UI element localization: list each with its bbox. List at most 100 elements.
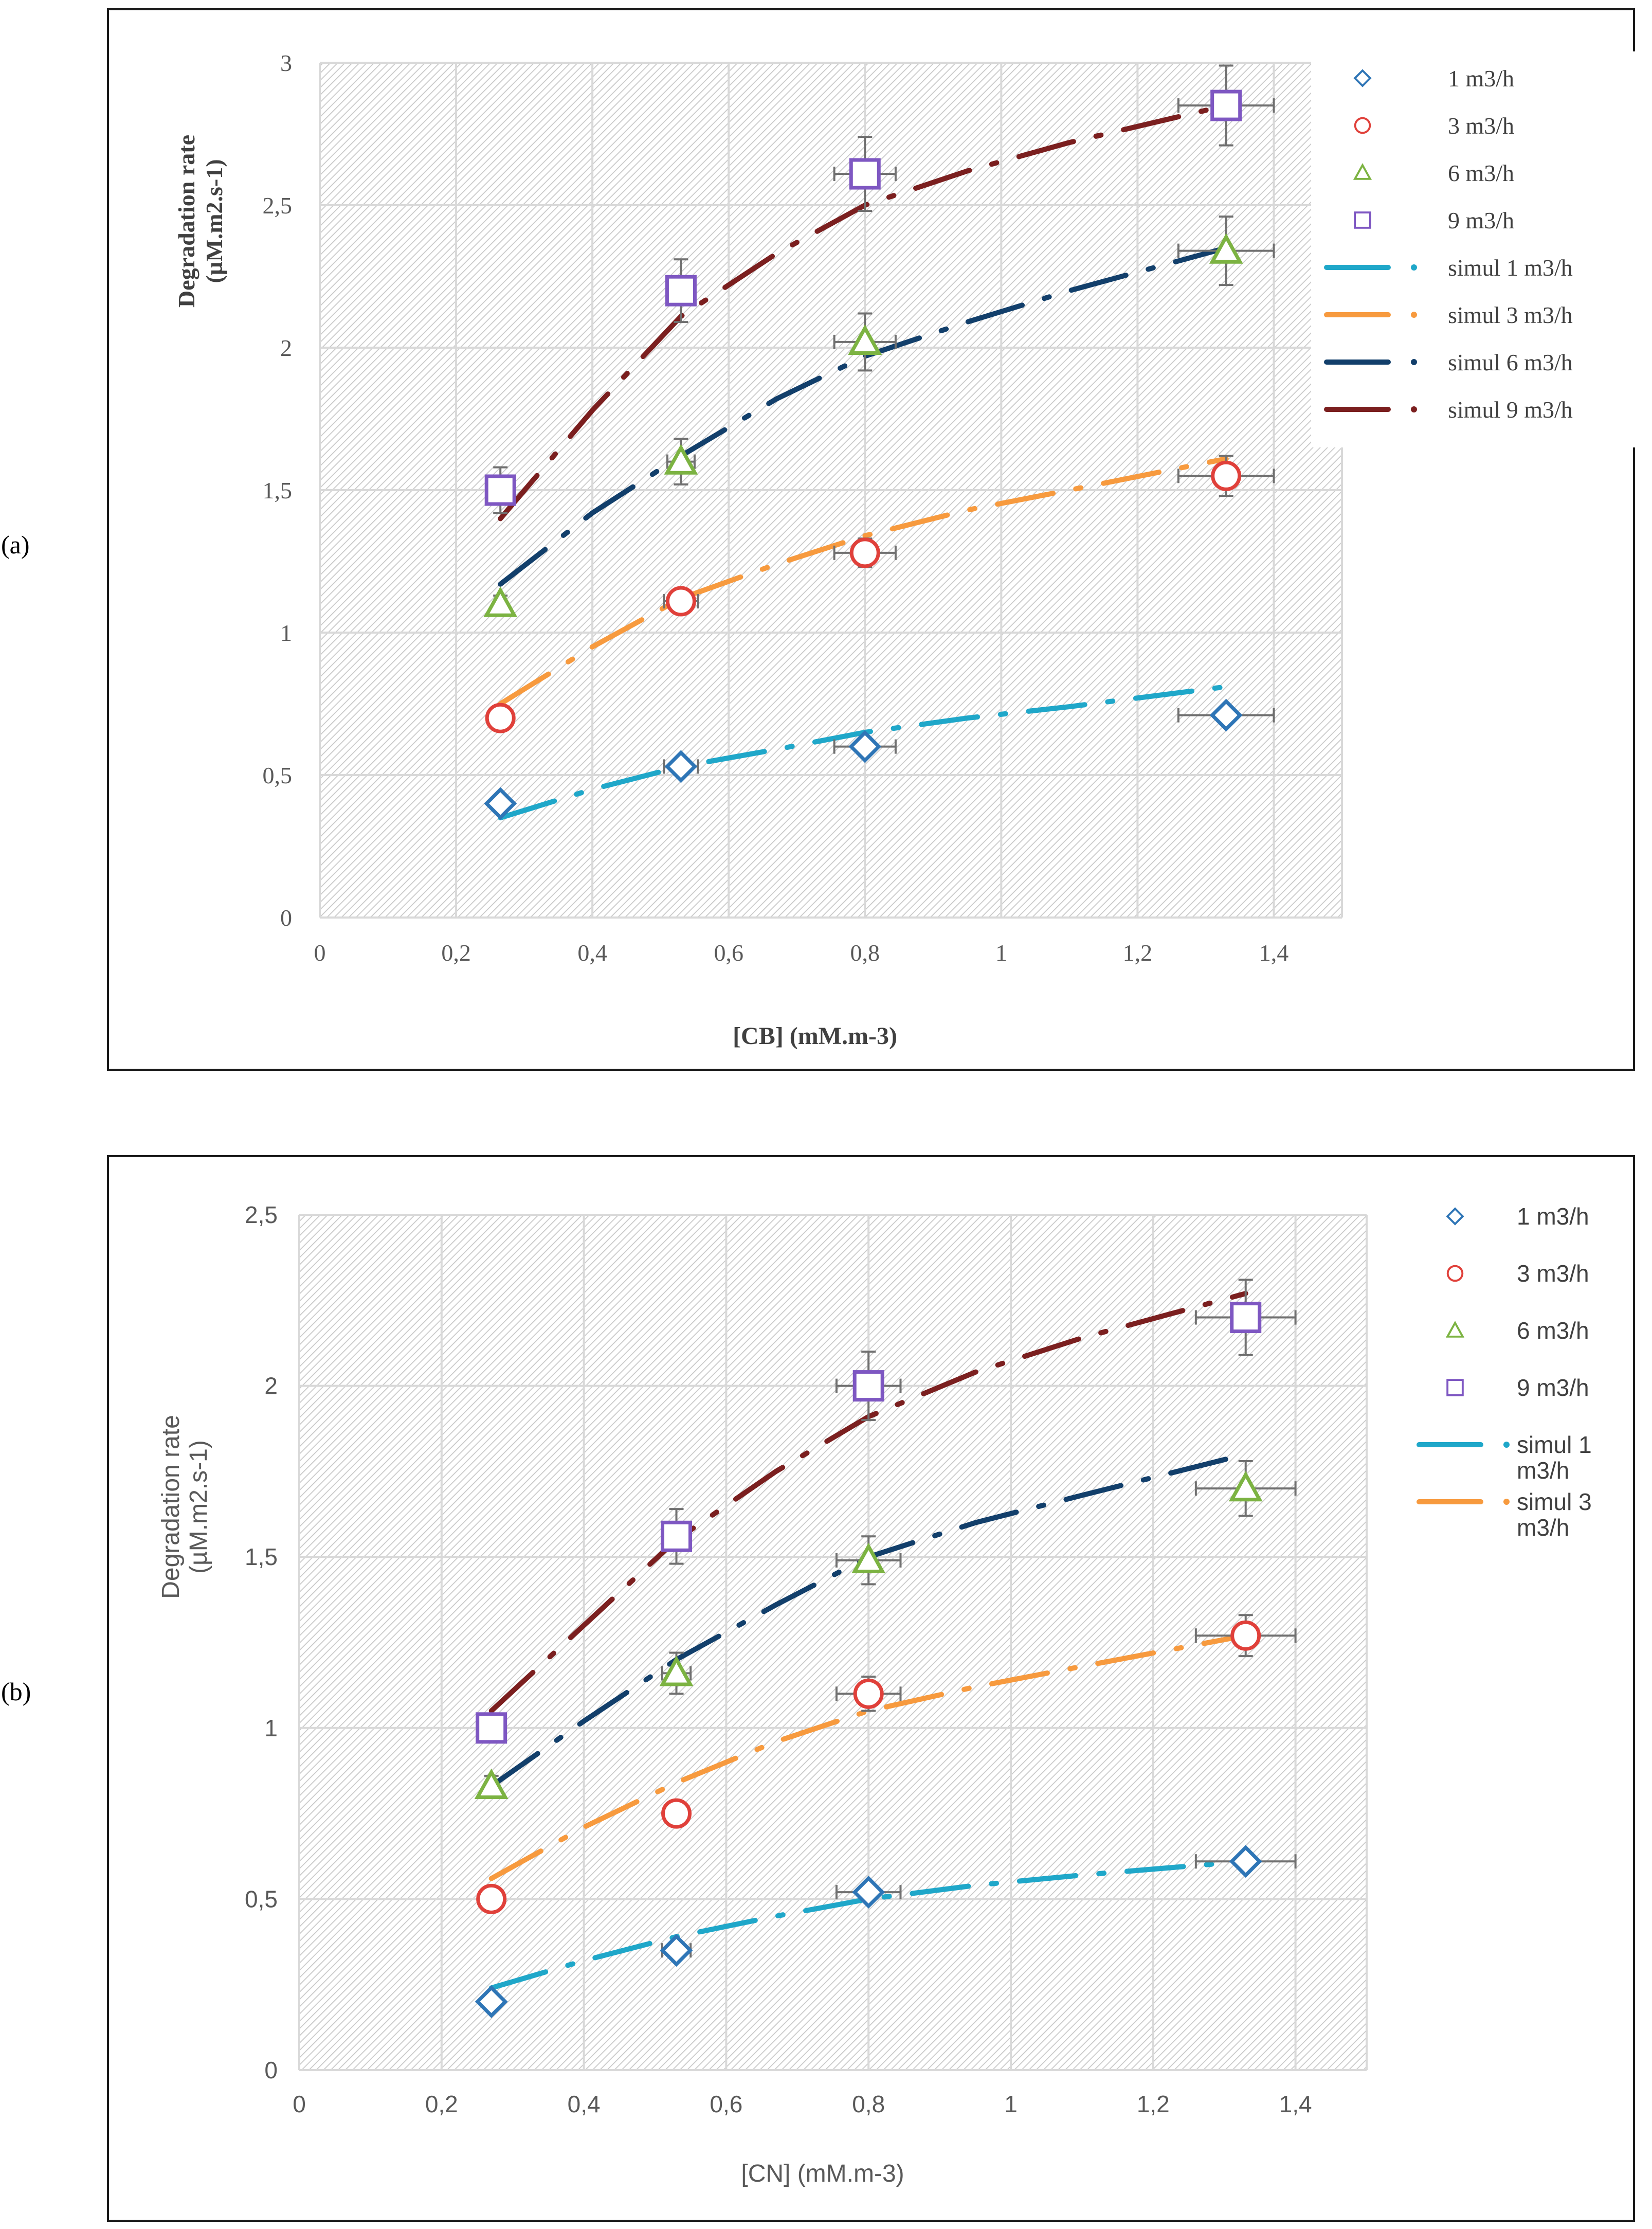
chart-a-point-3-m3-h	[665, 586, 696, 617]
chart-b-legend-label-9-m3-h: 9 m3/h	[1517, 1374, 1589, 1401]
chart-b-legend-marker-9-m3-h	[1446, 1379, 1464, 1396]
chart-a-series-line-simul-9-m3-h	[498, 103, 1229, 522]
chart-a-legend-label-simul-9-m3-h: simul 9 m3/h	[1448, 397, 1573, 423]
chart-a-series-line-simul-3-m3-h	[498, 456, 1229, 707]
chart-b-legend-label-3-m3-h: 3 m3/h	[1517, 1260, 1589, 1287]
chart-a-legend-marker-6-m3-h	[1353, 163, 1372, 180]
chart-a-legend-label-6-m3-h: 6 m3/h	[1448, 160, 1514, 186]
chart-b-point-6-m3-h	[474, 1768, 509, 1799]
chart-a-legend-label-3-m3-h: 3 m3/h	[1448, 113, 1514, 139]
chart-a-point-6-m3-h	[848, 324, 882, 355]
chart-b-legend-label-simul-1-m3-h: m3/h	[1517, 1457, 1569, 1484]
chart-b-xtick-label: 0,8	[852, 2091, 885, 2117]
chart-a: 0 0,2 0,4 0,6 0,8 1 1,2 1,4 0 0,5 1 1,5 2 2,5 3 Degrad…	[107, 8, 1640, 1071]
chart-a-point-9-m3-h	[665, 275, 697, 307]
chart-a-legend-label-1-m3-h: 1 m3/h	[1448, 65, 1514, 92]
chart-a-ytick-label: 0	[280, 905, 292, 931]
chart-b-legend-label-6-m3-h: 6 m3/h	[1517, 1317, 1589, 1344]
chart-b: 0 0,2 0,4 0,6 0,8 1 1,2 1,4 0 0,5 1 1,5 2 2,5 Degrada…	[107, 1155, 1635, 2222]
chart-a-point-1-m3-h	[1209, 698, 1243, 732]
chart-a-series-line-simul-1-m3-h	[498, 684, 1229, 821]
chart-b-point-6-m3-h	[659, 1656, 694, 1686]
chart-b-legend-marker-6-m3-h	[1445, 1321, 1465, 1338]
chart-a-legend-dot-simul-1-m3-h	[1411, 264, 1417, 271]
chart-b-point-1-m3-h	[660, 1934, 693, 1967]
chart-a-point-6-m3-h	[1209, 233, 1243, 264]
chart-a-point-9-m3-h	[484, 474, 516, 506]
chart-b-ylabel-line1: Degradation rate	[157, 1415, 185, 1599]
chart-a-ytick-label: 1	[280, 620, 292, 646]
chart-b-point-6-m3-h	[851, 1542, 886, 1573]
chart-b-point-9-m3-h	[852, 1370, 884, 1402]
chart-a-ytick-label: 3	[280, 50, 292, 76]
chart-b-legend-marker-1-m3-h	[1446, 1207, 1464, 1226]
chart-b-legend-label-simul-3-m3-h: m3/h	[1517, 1514, 1569, 1541]
chart-b-point-9-m3-h	[476, 1712, 507, 1744]
chart-a-ytick-label: 2,5	[263, 192, 293, 219]
chart-a-legend-marker-3-m3-h	[1354, 117, 1371, 134]
chart-b-ytick-label: 2,5	[245, 1201, 278, 1228]
chart-b-series-line-simul-6-m3-h	[488, 1451, 1248, 1789]
chart-b-point-3-m3-h	[1230, 1620, 1261, 1651]
chart-a-xtick-label: 1,4	[1259, 940, 1289, 966]
chart-a-legend-label-simul-3-m3-h: simul 3 m3/h	[1448, 302, 1573, 328]
chart-b-series-line-simul-9-m3-h	[488, 1290, 1248, 1714]
chart-a-point-9-m3-h	[1210, 89, 1242, 121]
chart-a-point-6-m3-h	[483, 586, 518, 617]
chart-a-legend-dot-simul-9-m3-h	[1411, 406, 1417, 412]
chart-a-series-line-simul-6-m3-h	[498, 245, 1229, 587]
chart-b-ytick-label: 1,5	[245, 1543, 278, 1570]
chart-b-legend-label-simul-3-m3-h: simul 3	[1517, 1488, 1592, 1515]
chart-b-xtick-label: 0,2	[425, 2091, 458, 2117]
chart-a-legend-bg	[1311, 51, 1640, 447]
chart-a-xtick-label: 0,2	[441, 940, 471, 966]
chart-a-xtick-label: 0,4	[577, 940, 607, 966]
chart-b-xtick-label: 1,4	[1279, 2091, 1312, 2117]
chart-a-legend-dot-simul-6-m3-h	[1411, 359, 1417, 365]
chart-a-point-3-m3-h	[849, 537, 880, 568]
chart-b-ylabel-line2: (µM.m2.s-1)	[185, 1440, 212, 1574]
chart-b-xtick-label: 1	[1004, 2091, 1018, 2117]
chart-a-ylabel-line1: Degradation rate	[173, 135, 199, 308]
chart-b-xlabel: [CN] (mM.m-3)	[741, 2160, 904, 2187]
chart-b-legend-marker-3-m3-h	[1446, 1265, 1464, 1282]
chart-b-point-3-m3-h	[853, 1678, 884, 1709]
chart-b-xtick-label: 0,6	[710, 2091, 742, 2117]
chart-a-xtick-label: 1	[995, 940, 1007, 966]
chart-a-legend-dot-simul-3-m3-h	[1411, 312, 1417, 318]
chart-b-point-1-m3-h	[1229, 1845, 1262, 1878]
chart-a-legend-label-9-m3-h: 9 m3/h	[1448, 207, 1514, 233]
chart-a-point-3-m3-h	[485, 703, 516, 733]
chart-b-ytick-label: 2	[264, 1373, 278, 1399]
chart-b-series-line-simul-3-m3-h	[488, 1633, 1248, 1881]
chart-a-point-1-m3-h	[848, 730, 882, 763]
chart-a-point-3-m3-h	[1211, 460, 1242, 491]
chart-a-point-6-m3-h	[664, 444, 698, 475]
chart-b-xtick-label: 0	[293, 2091, 306, 2117]
chart-b-point-9-m3-h	[1230, 1302, 1262, 1334]
chart-a-ytick-label: 2	[280, 335, 292, 361]
panel-b-label: (b)	[1, 1677, 31, 1706]
chart-b-xtick-label: 1,2	[1137, 2091, 1170, 2117]
chart-b-ytick-label: 0,5	[245, 1885, 278, 1912]
chart-b-point-9-m3-h	[661, 1520, 693, 1552]
chart-a-legend-marker-9-m3-h	[1354, 211, 1371, 229]
chart-a-legend-label-simul-1-m3-h: simul 1 m3/h	[1448, 255, 1573, 281]
chart-b-point-3-m3-h	[661, 1798, 692, 1829]
chart-b-point-6-m3-h	[1228, 1470, 1263, 1502]
chart-a-xlabel: [CB] (mM.m-3)	[733, 1022, 897, 1050]
chart-a-point-1-m3-h	[484, 787, 517, 820]
chart-b-series-line-simul-1-m3-h	[488, 1859, 1248, 1991]
chart-b-point-1-m3-h	[852, 1876, 885, 1909]
chart-b-legend-dot-simul-1-m3-h	[1503, 1442, 1510, 1448]
chart-a-point-1-m3-h	[664, 750, 698, 783]
chart-b-plot-area	[299, 1215, 1367, 2070]
chart-b-xtick-label: 0,4	[568, 2091, 601, 2117]
panel-a-label: (a)	[1, 530, 30, 559]
chart-a-ytick-label: 1,5	[263, 477, 293, 504]
chart-b-legend-label-simul-1-m3-h: simul 1	[1517, 1431, 1592, 1458]
chart-a-legend-label-simul-6-m3-h: simul 6 m3/h	[1448, 349, 1573, 375]
chart-a-legend-marker-1-m3-h	[1353, 69, 1372, 87]
chart-b-legend-dot-simul-3-m3-h	[1503, 1499, 1510, 1505]
